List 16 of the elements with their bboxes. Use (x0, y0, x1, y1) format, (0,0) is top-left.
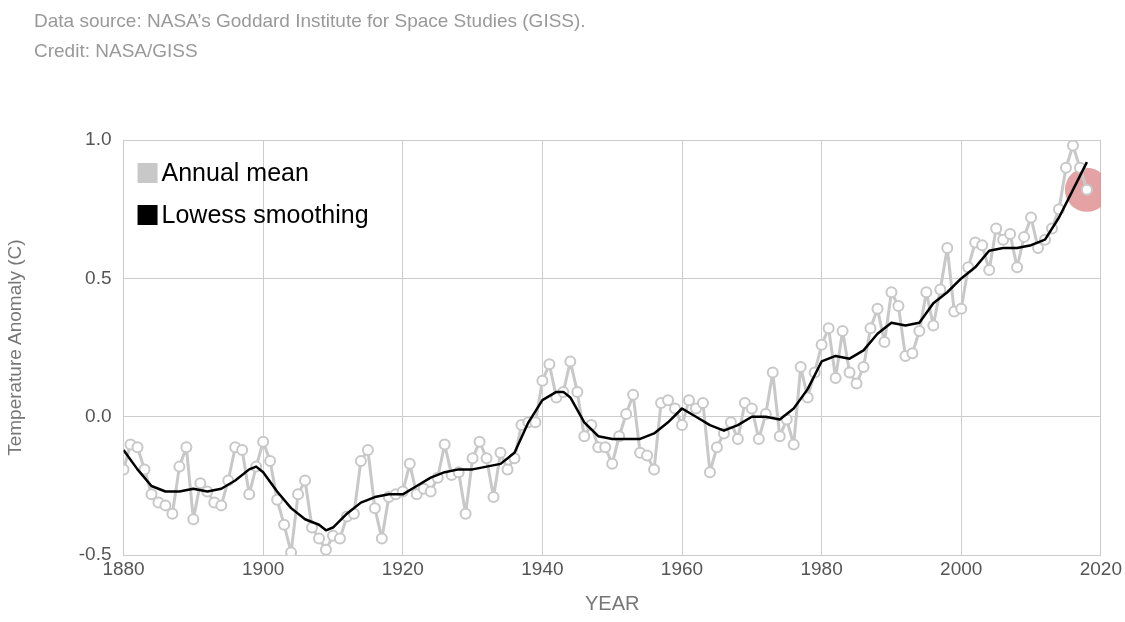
y-axis-title: Temperature Anomaly (C) (3, 239, 25, 456)
y-tick-label: 1.0 (85, 128, 112, 150)
x-tick-label: 1900 (242, 557, 285, 579)
x-tick-label: 1980 (800, 557, 843, 579)
x-tick-label: 2000 (940, 557, 983, 579)
legend-label: Lowess smoothing (161, 199, 369, 228)
x-tick-label: 1940 (521, 557, 564, 579)
x-axis-title: YEAR (584, 591, 640, 614)
y-tick-label: 0.0 (85, 405, 112, 427)
y-tick-label: 0.5 (85, 266, 112, 288)
source-note: Data source: NASA’s Goddard Institute for Space Studies (GISS). (34, 9, 586, 33)
x-tick-label: 1920 (381, 557, 424, 579)
legend-label: Annual mean (161, 157, 309, 186)
x-tick-label: 2020 (1079, 557, 1123, 579)
text: Credit: NASA/GISS (34, 39, 199, 63)
x-tick-label: 1960 (660, 557, 704, 579)
